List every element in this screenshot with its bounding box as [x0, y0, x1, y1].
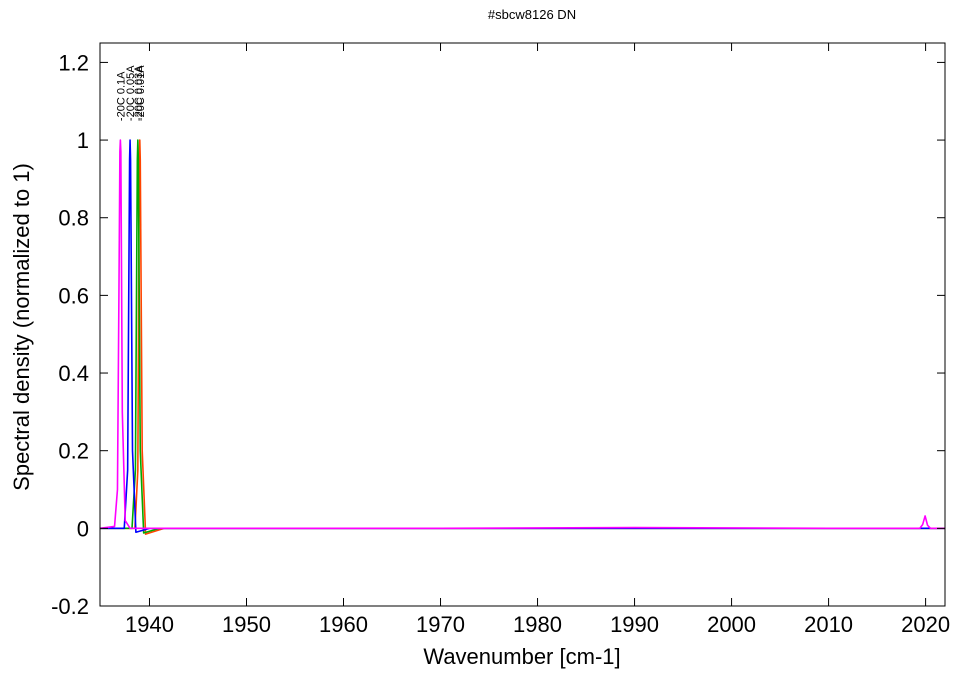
x-tick-label: 1950	[222, 612, 271, 637]
series-line	[100, 140, 945, 532]
peak-labels: -20C 0.1A-20C 0.05A-20C 0.03A-20C 0.01A	[115, 65, 146, 121]
chart-title: #sbcw8126 DN	[488, 7, 576, 22]
series-line	[100, 140, 945, 533]
y-tick-label: 0.6	[58, 283, 89, 308]
x-tick-label: 1970	[416, 612, 465, 637]
y-tick-label: 0.2	[58, 439, 89, 464]
y-axis-title: Spectral density (normalized to 1)	[9, 163, 34, 491]
x-tick-label: 1990	[610, 612, 659, 637]
series-group	[100, 140, 945, 534]
x-tick-label: 2000	[707, 612, 756, 637]
plot-frame	[100, 43, 945, 606]
x-tick-label: 1980	[513, 612, 562, 637]
x-tick-label: 1940	[125, 612, 174, 637]
y-tick-label: 0	[77, 516, 89, 541]
y-tick-label: 1	[77, 128, 89, 153]
x-tick-label: 2010	[804, 612, 853, 637]
x-axis: 1940 1950 1960 1970 1980 1990 2000 2010 2020	[125, 43, 950, 637]
series-line	[100, 140, 945, 528]
peak-label: -20C 0.01A	[135, 65, 147, 121]
series-line	[100, 140, 945, 534]
y-tick-label: 0.8	[58, 206, 89, 231]
x-tick-label: 1960	[319, 612, 368, 637]
x-tick-label: 2020	[901, 612, 950, 637]
x-axis-title: Wavenumber [cm-1]	[423, 644, 620, 669]
y-tick-label: 1.2	[58, 50, 89, 75]
y-tick-label: 0.4	[58, 361, 89, 386]
y-axis: -0.2 0 0.2 0.4 0.6 0.8 1 1.2	[51, 50, 945, 619]
y-tick-label: -0.2	[51, 594, 89, 619]
